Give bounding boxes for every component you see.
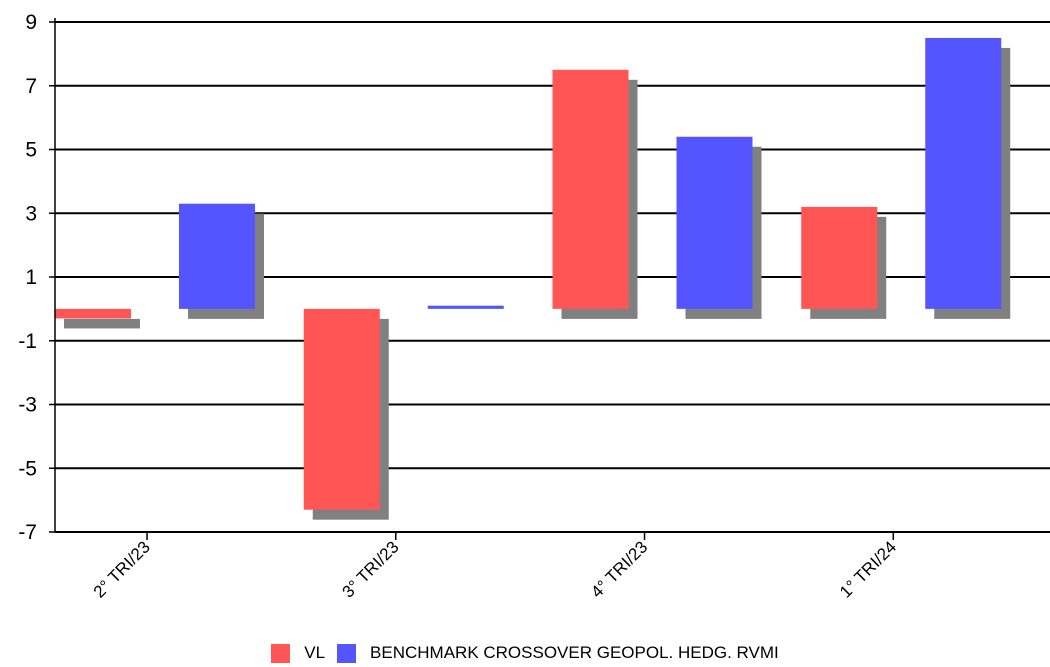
bar-benchmark [179, 203, 255, 309]
bar-vl [801, 206, 878, 309]
bar-chart: 9 7 5 3 1 -1 -3 -5 -7 2° TRI/23 3° TRI/23 4° TRI/2… [18, 11, 1050, 602]
legend-item-vl: VL [271, 643, 325, 663]
bar-shadow [64, 318, 140, 329]
y-axis-ticks: 9 7 5 3 1 -1 -3 -5 -7 [18, 11, 55, 544]
legend-swatch-benchmark [337, 643, 357, 663]
bar-benchmark [427, 305, 504, 309]
legend-swatch-vl [271, 643, 291, 663]
x-tick-label: 4° TRI/23 [587, 537, 651, 601]
legend-label-benchmark: BENCHMARK CROSSOVER GEOPOL. HEDG. RVMI [370, 643, 779, 662]
y-tick-label: -3 [18, 394, 37, 417]
bars [55, 37, 1002, 510]
y-tick-label: 9 [25, 11, 37, 34]
y-tick-label: 1 [25, 266, 37, 289]
bar-vl [552, 69, 629, 309]
x-tick-label: 3° TRI/23 [338, 537, 402, 601]
bar-vl [303, 308, 380, 510]
y-tick-label: -5 [18, 457, 37, 480]
y-tick-label: 5 [25, 139, 37, 162]
axes [54, 18, 1050, 533]
x-tick-label: 2° TRI/23 [90, 537, 154, 601]
x-axis-ticks: 2° TRI/23 3° TRI/23 4° TRI/23 1° TRI/24 [90, 532, 900, 602]
legend: VL BENCHMARK CROSSOVER GEOPOL. HEDG. RVM… [0, 640, 1050, 666]
legend-label-vl: VL [304, 643, 326, 662]
bar-vl [55, 308, 131, 319]
legend-item-benchmark: BENCHMARK CROSSOVER GEOPOL. HEDG. RVMI [337, 643, 779, 663]
x-tick-label: 1° TRI/24 [836, 537, 900, 601]
y-tick-label: 7 [25, 75, 37, 98]
bar-benchmark [925, 37, 1002, 309]
bar-benchmark [676, 136, 753, 309]
y-tick-label: 3 [25, 202, 37, 225]
y-tick-label: -1 [18, 330, 37, 353]
y-tick-label: -7 [18, 521, 37, 544]
